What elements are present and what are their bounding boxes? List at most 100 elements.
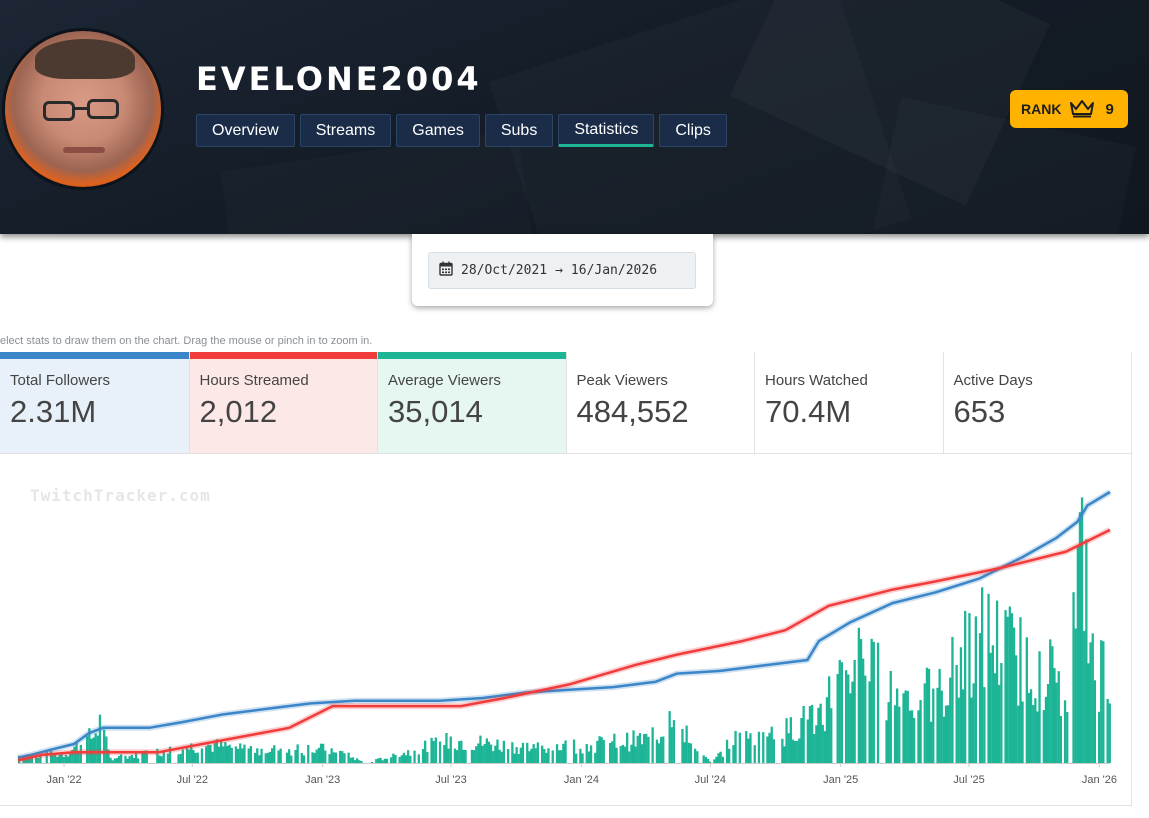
viewer-bar bbox=[802, 706, 805, 763]
viewer-bar bbox=[217, 746, 221, 763]
chart-svg[interactable]: Jan '22 Jul '22 Jan '23 Jul '23 Jan '24 Jul '… bbox=[0, 454, 1132, 806]
viewer-bar bbox=[687, 742, 690, 763]
viewer-bar bbox=[919, 700, 922, 763]
tab-subs[interactable]: Subs bbox=[484, 114, 554, 147]
viewer-bar bbox=[517, 754, 520, 763]
tab-clips[interactable]: Clips bbox=[659, 114, 727, 147]
viewer-bar bbox=[96, 735, 99, 763]
chart-watermark: TwitchTracker.com bbox=[30, 486, 211, 505]
stat-active-days[interactable]: Active Days 653 bbox=[942, 352, 1131, 454]
stats-chart[interactable]: TwitchTracker.com Jan '22 Jul '22 Jan '23 J… bbox=[0, 454, 1132, 806]
viewer-bar bbox=[898, 706, 901, 763]
viewer-bar bbox=[241, 748, 244, 763]
viewer-bar bbox=[1025, 637, 1028, 763]
viewer-bar bbox=[168, 746, 172, 763]
viewer-bar bbox=[28, 757, 31, 763]
viewer-bar bbox=[738, 732, 741, 763]
viewer-bar bbox=[98, 714, 102, 763]
viewer-bar bbox=[728, 748, 731, 763]
viewer-bar bbox=[294, 750, 297, 763]
viewer-bar bbox=[143, 750, 146, 763]
viewer-bar bbox=[66, 756, 70, 763]
tab-streams[interactable]: Streams bbox=[299, 114, 392, 147]
viewer-bar bbox=[215, 739, 218, 763]
viewer-bar bbox=[90, 738, 93, 763]
viewer-bar bbox=[462, 749, 465, 763]
stat-peak-viewers[interactable]: Peak Viewers 484,552 bbox=[565, 352, 754, 454]
viewer-bar bbox=[689, 743, 693, 763]
viewer-bar bbox=[836, 674, 839, 763]
x-tick-label: Jan '23 bbox=[305, 774, 340, 786]
viewer-bar bbox=[226, 745, 229, 763]
viewer-bar bbox=[132, 758, 136, 763]
viewer-bar bbox=[643, 734, 646, 763]
viewer-bar bbox=[813, 734, 816, 763]
stat-hours-streamed[interactable]: Hours Streamed 2,012 bbox=[188, 352, 377, 454]
viewer-bar bbox=[421, 749, 425, 763]
tab-statistics[interactable]: Statistics bbox=[558, 114, 655, 147]
stat-average-viewers[interactable]: Average Viewers 35,014 bbox=[377, 352, 566, 454]
viewer-bar bbox=[893, 705, 897, 763]
viewer-bar bbox=[1085, 539, 1088, 763]
viewer-bar bbox=[660, 736, 663, 763]
rank-badge[interactable]: RANK 9 bbox=[1010, 90, 1128, 128]
viewer-bar bbox=[708, 761, 712, 763]
viewer-bar bbox=[39, 755, 42, 763]
arrow-right-icon: → bbox=[555, 263, 563, 278]
viewer-bar bbox=[964, 610, 967, 763]
stat-hours-watched[interactable]: Hours Watched 70.4M bbox=[754, 352, 943, 454]
viewer-bar bbox=[864, 675, 867, 763]
viewer-bar bbox=[645, 733, 648, 763]
viewer-bar bbox=[806, 719, 809, 763]
viewer-bar bbox=[279, 748, 282, 763]
viewer-bar bbox=[458, 741, 461, 763]
viewer-bar bbox=[796, 740, 799, 763]
date-range-picker[interactable]: 28/Oct/2021 → 16/Jan/2026 bbox=[428, 252, 696, 289]
viewer-bar bbox=[800, 718, 803, 763]
viewer-bar bbox=[443, 745, 446, 763]
viewer-bar bbox=[489, 744, 493, 763]
tab-games[interactable]: Games bbox=[396, 114, 480, 147]
viewer-bar bbox=[73, 746, 76, 763]
viewer-bar bbox=[798, 738, 801, 763]
viewer-bar bbox=[205, 746, 208, 763]
viewer-bar bbox=[230, 747, 233, 763]
viewer-bar bbox=[453, 748, 457, 763]
viewer-bar bbox=[492, 751, 495, 763]
tab-overview[interactable]: Overview bbox=[196, 114, 295, 147]
viewer-bar bbox=[430, 737, 433, 763]
viewer-bar bbox=[706, 758, 710, 763]
viewer-bar bbox=[896, 688, 899, 763]
viewer-bar bbox=[704, 756, 707, 763]
viewer-bar bbox=[819, 703, 822, 763]
viewer-bar bbox=[477, 743, 480, 763]
stat-label: Peak Viewers bbox=[576, 372, 668, 389]
viewer-bar bbox=[555, 744, 559, 763]
viewer-bar bbox=[307, 745, 310, 763]
viewer-bar bbox=[872, 641, 875, 763]
viewer-bar bbox=[560, 750, 563, 763]
viewer-bar bbox=[830, 708, 833, 763]
chart-hint: elect stats to draw them on the chart. D… bbox=[0, 335, 373, 347]
viewer-bar bbox=[889, 670, 892, 763]
viewer-bar bbox=[290, 755, 293, 763]
viewer-bar bbox=[655, 739, 659, 763]
viewer-bar bbox=[377, 758, 380, 763]
viewer-bar bbox=[475, 746, 478, 763]
viewer-bar bbox=[602, 740, 605, 763]
viewer-bar bbox=[785, 718, 788, 763]
stat-total-followers[interactable]: Total Followers 2.31M bbox=[0, 352, 189, 454]
viewer-bar bbox=[237, 748, 240, 763]
rank-value: 9 bbox=[1105, 100, 1114, 118]
viewer-bar bbox=[1027, 692, 1031, 763]
viewer-bar bbox=[585, 744, 588, 763]
viewer-bar bbox=[1046, 684, 1050, 763]
date-start: 28/Oct/2021 bbox=[461, 263, 548, 278]
stat-label: Average Viewers bbox=[388, 372, 501, 389]
viewer-bar bbox=[317, 747, 321, 763]
viewer-bar bbox=[258, 755, 261, 763]
viewer-bar bbox=[58, 754, 61, 763]
viewer-bar bbox=[404, 755, 408, 763]
viewer-bar bbox=[137, 758, 140, 763]
viewer-bar bbox=[277, 750, 280, 763]
